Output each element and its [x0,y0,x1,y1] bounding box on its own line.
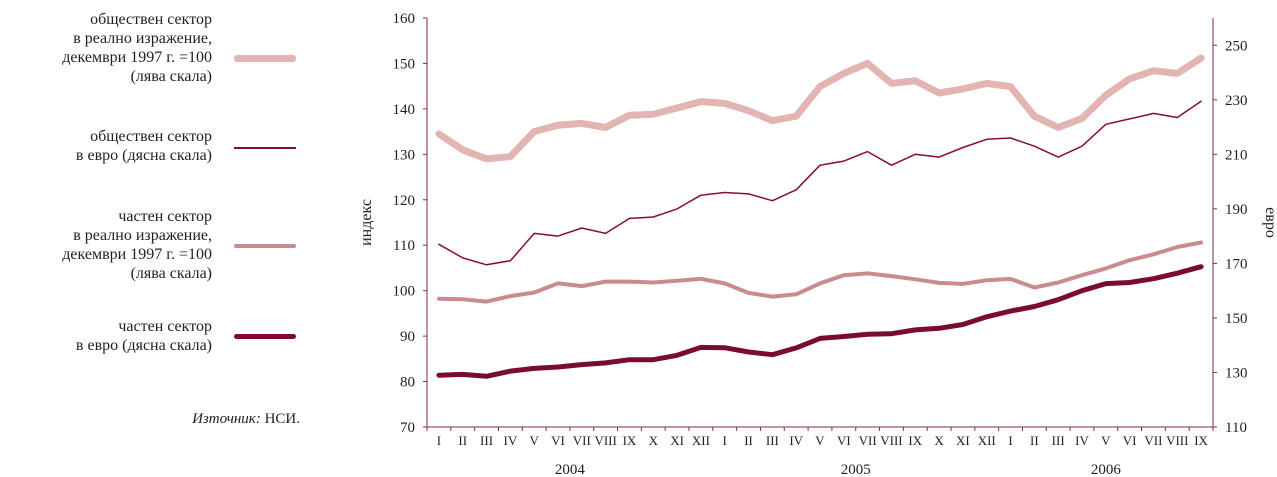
series-public-real [435,54,1205,163]
right-tick-label: 170 [1225,256,1248,272]
x-tick-label: III [480,433,493,448]
y-axis-left-title: индекс [358,199,375,246]
x-tick-label: IV [1075,433,1089,448]
x-tick-label: IV [789,433,803,448]
source-label: Източник: [192,411,261,427]
source-value: НСИ. [264,411,300,427]
source-note: Източник: НСИ. [192,411,300,428]
x-tick-label: II [744,433,753,448]
legend-label: частен сектор в реално изражение, декемв… [62,208,212,282]
series-private-euro [436,264,1204,379]
series-public-euro [438,100,1202,266]
x-tick-label: V [529,433,539,448]
x-tick-label: III [766,433,779,448]
legend-label: частен сектор в евро (дясна скала) [75,318,212,354]
x-tick-label: IX [623,433,637,448]
right-tick-label: 110 [1225,420,1247,436]
left-tick-label: 80 [400,375,415,391]
year-label: 2004 [555,462,586,477]
left-tick-label: 90 [400,329,415,345]
legend-swatch-private-euro [234,334,296,339]
x-tick-label: V [1101,433,1111,448]
x-tick-label: XII [978,433,996,448]
year-label: 2006 [1091,462,1122,477]
year-label: 2005 [841,462,871,477]
x-tick-label: VII [1144,433,1162,448]
x-tick-label: VI [837,433,851,448]
legend-label: обществен сектор в реално изражение, дек… [62,11,212,85]
x-tick-label: X [934,433,944,448]
right-tick-label: 130 [1225,365,1248,381]
x-tick-label: I [723,433,727,448]
left-tick-label: 110 [393,238,415,254]
x-tick-label: I [437,433,441,448]
x-tick-label: XII [692,433,710,448]
x-tick-label: VIII [594,433,616,448]
left-tick-label: 130 [393,147,416,163]
legend-swatch-public-real [234,55,296,62]
y-axis-right-title: евро [1262,207,1277,238]
right-tick-label: 230 [1225,93,1248,109]
legend-swatch-private-real [234,244,296,248]
x-tick-label: VI [1123,433,1137,448]
x-tick-label: XI [956,433,970,448]
x-tick-label: VIII [880,433,902,448]
x-tick-label: VI [551,433,565,448]
x-tick-label: II [1030,433,1039,448]
x-tick-label: IX [908,433,922,448]
right-tick-label: 150 [1225,311,1248,327]
x-tick-label: III [1052,433,1065,448]
x-tick-label: I [1008,433,1012,448]
left-tick-label: 120 [393,193,416,209]
left-tick-label: 150 [393,56,416,72]
x-tick-label: VII [859,433,877,448]
x-tick-label: V [815,433,825,448]
legend-label: обществен сектор в евро (дясна скала) [75,128,212,164]
x-tick-label: X [649,433,659,448]
x-tick-label: XI [670,433,684,448]
left-tick-label: 100 [393,284,416,300]
left-tick-label: 70 [400,420,415,436]
legend: обществен сектор в реално изражение, дек… [0,0,310,477]
right-tick-label: 210 [1225,147,1248,163]
series-private-real [436,240,1204,304]
left-tick-label: 160 [393,11,416,27]
x-tick-label: II [458,433,467,448]
left-tick-label: 140 [393,102,416,118]
right-tick-label: 250 [1225,38,1248,54]
right-tick-label: 190 [1225,202,1248,218]
x-tick-label: IV [504,433,518,448]
x-tick-label: IX [1194,433,1208,448]
legend-swatch-public-euro [234,147,296,149]
x-tick-label: VII [573,433,591,448]
x-tick-label: VIII [1166,433,1188,448]
